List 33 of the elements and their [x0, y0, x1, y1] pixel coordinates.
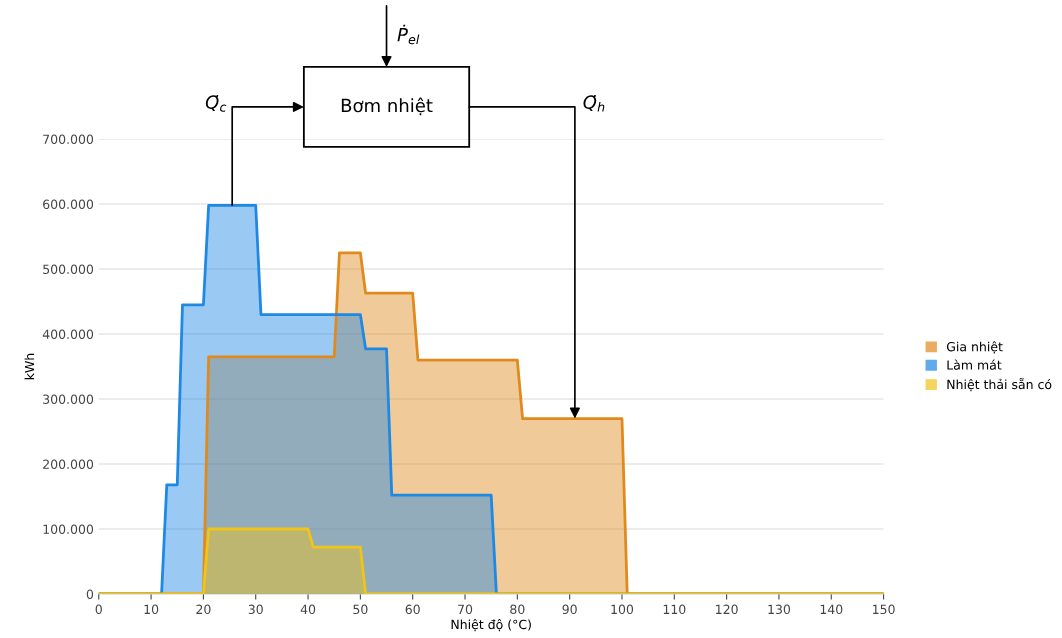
x-tick-label: 10 [144, 604, 159, 615]
y-tick-label: 400.000 [42, 329, 94, 339]
y-tick-label: 600.000 [43, 199, 94, 209]
x-tick-label: 100 [611, 604, 634, 615]
x-tick-label: 70 [458, 604, 473, 615]
y-axis-title: kWh [24, 353, 35, 380]
text: Bơm nhiệt [341, 97, 433, 116]
annotation: Q̇$_{h}$ [583, 94, 605, 112]
legend-label: Gia nhiệt [946, 341, 1003, 354]
text: Ṗ$_{el}$ [397, 24, 420, 45]
x-tick-label: 80 [510, 604, 525, 615]
x-tick-label: 60 [405, 604, 420, 615]
y-tick-label: 100.000 [43, 524, 94, 534]
x-tick-label: 130 [768, 604, 791, 615]
x-tick-label: 120 [716, 604, 738, 615]
x-tick-label: 30 [248, 604, 263, 615]
x-tick-label: 90 [562, 604, 577, 615]
legend-label: Làm mát [947, 359, 1002, 370]
y-tick-label: 700.000 [43, 134, 94, 145]
x-tick-label: 140 [820, 604, 843, 615]
x-axis-title: Nhiệt độ (°C) [451, 618, 531, 632]
x-tick-label: 150 [873, 604, 895, 615]
y-tick-label: 500.000 [43, 264, 94, 274]
x-tick-label: 50 [353, 604, 368, 615]
y-tick-label: 300.000 [43, 394, 94, 404]
y-tick-label: 0 [86, 589, 94, 599]
annotation: Q̇$_{c}$ [205, 94, 227, 112]
x-tick-label: 20 [196, 604, 211, 615]
x-tick-label: 0 [95, 604, 102, 615]
x-tick-label: 40 [300, 604, 316, 615]
y-tick-label: 200.000 [43, 459, 94, 469]
x-tick-label: 110 [663, 604, 686, 615]
legend-label: Nhiệt thải sẵn có [947, 378, 1052, 392]
